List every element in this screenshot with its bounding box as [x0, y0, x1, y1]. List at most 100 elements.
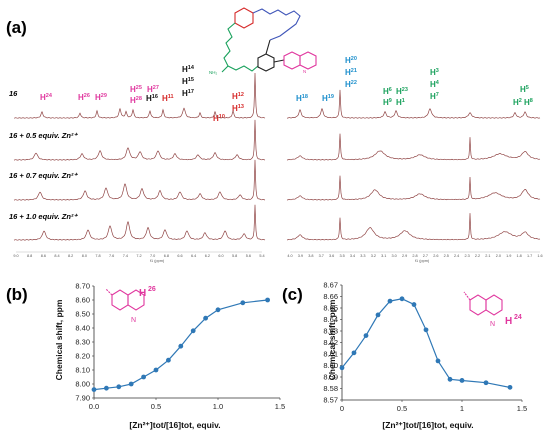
chart-b-ytick-label: 8.60	[75, 296, 90, 305]
spectrum-left-0	[13, 72, 266, 119]
red-ring	[234, 7, 254, 29]
green-chain-1	[221, 22, 236, 73]
quinoline-n-atom: N	[303, 69, 306, 74]
spectrum-right-0	[287, 89, 541, 119]
chart-c-ytick-label: 8.61	[323, 350, 338, 359]
trace-label-1.0: 16 + 1.0 equiv. Zn²⁺	[9, 212, 78, 221]
ppm-right-tick: 3.5	[339, 254, 344, 258]
ppm-right-tick: 2.5	[444, 254, 449, 258]
chart-b-point	[240, 300, 246, 306]
proton-label-h15: H15	[182, 77, 194, 86]
chart-c-xtick-label: 0	[340, 404, 344, 413]
ppm-left-tick: 6.6	[177, 254, 182, 258]
chart-b-ytick-label: 8.40	[75, 324, 90, 333]
chart-c-point	[435, 358, 441, 364]
chart-b-ytick-label: 8.50	[75, 310, 90, 319]
ppm-right-tick: 3.7	[319, 254, 324, 258]
proton-label-h13: H13	[232, 104, 244, 113]
nh2-atom: NH₂	[209, 70, 217, 75]
linker-2	[265, 39, 271, 55]
chart-c-point	[375, 312, 381, 318]
spectra-left-region	[13, 72, 266, 241]
chart-c-xlabel: [Zn²⁺]tot/[16]tot, equiv.	[382, 420, 473, 430]
proton-label-h17: H17	[182, 89, 194, 98]
chart-c-point	[507, 384, 513, 390]
chart-c-ytick-label: 8.65	[323, 304, 338, 313]
proton-label-h20: H20	[345, 56, 357, 65]
chart-c-point	[339, 365, 345, 371]
chart-b-xtick-label: 0.0	[89, 402, 99, 411]
ppm-left-tick: 5.6	[246, 254, 251, 258]
chart-b-ytick-label: 7.90	[75, 394, 90, 403]
ppm-right-tick: 3.3	[360, 254, 365, 258]
chart-c-ytick-label: 8.58	[323, 384, 338, 393]
ppm-right-tick: 1.6	[537, 254, 542, 258]
proton-label-h14: H14	[182, 65, 195, 74]
chart-c-point	[399, 296, 405, 302]
ppm-left-tick: 5.8	[232, 254, 237, 258]
proton-label-h2: H2	[513, 98, 522, 107]
inset-quinoline-b	[105, 288, 145, 311]
ppm-unit-left: f1 (ppm)	[150, 259, 165, 263]
ppm-right-tick: 2.7	[423, 254, 428, 258]
green-chain-2	[227, 65, 259, 72]
proton-label-h8: H8	[524, 98, 533, 107]
ppm-right-tick: 1.8	[517, 254, 522, 258]
panel-c: (c) 8.57 8.58 8.59 8.60 8.61 8.62 8.63 8.64 8.65…	[282, 281, 527, 431]
proton-label-h25: H25	[130, 85, 142, 94]
chart-b-ylabel: Chemical shift, ppm	[54, 299, 64, 380]
proton-label-h19: H19	[322, 94, 334, 103]
panel-c-tag: (c)	[282, 285, 303, 304]
ppm-right-tick: 2.6	[433, 254, 438, 258]
spectrum-right-2	[286, 175, 541, 201]
spectrum-left-3	[13, 204, 266, 241]
inset-quinoline-c	[463, 291, 503, 316]
ppm-left-tick: 6.2	[205, 254, 210, 258]
chart-b-ytick-label: 8.30	[75, 338, 90, 347]
proton-label-h9: H9	[383, 98, 392, 107]
proton-label-h16: H16	[146, 94, 158, 103]
chart-c-ytick-label: 8.60	[323, 361, 338, 370]
chart-b-point	[128, 381, 134, 387]
chart-c-ylabel: Chemical shift, ppm	[327, 299, 337, 380]
chart-c-point	[351, 350, 357, 356]
ppm-left-tick: 6.0	[218, 254, 223, 258]
chart-c-ytick-label: 8.64	[323, 315, 338, 324]
molecule-structure	[221, 7, 317, 73]
spectra-right-region	[286, 89, 541, 241]
pink-ring-1	[283, 51, 301, 70]
proton-label-h21: H21	[345, 68, 357, 77]
chart-b-point	[203, 315, 209, 321]
spectrum-right-3	[287, 213, 541, 241]
ppm-right-tick: 2.3	[464, 254, 469, 258]
chart-c-ytick-label: 8.62	[323, 338, 338, 347]
chart-b-point	[265, 297, 270, 303]
chart-b-ytick-label: 8.10	[75, 366, 90, 375]
chart-b-point	[166, 357, 171, 363]
proton-label-h6: H6	[383, 87, 392, 96]
chart-b-ytick-label: 8.00	[75, 380, 90, 389]
ppm-left-tick: 7.2	[136, 254, 141, 258]
ppm-right-tick: 3.0	[392, 254, 397, 258]
pink-ring-2	[299, 51, 317, 70]
trace-label-16: 16	[9, 89, 18, 98]
inset-b-n: N	[131, 317, 136, 324]
ppm-right-tick: 1.9	[506, 254, 511, 258]
proton-label-h4: H4	[430, 80, 440, 89]
ppm-right-tick: 2.1	[485, 254, 490, 258]
inset-c-sup: 24	[514, 314, 522, 321]
proton-label-h5: H5	[520, 85, 529, 94]
ppm-right-tick: 3.1	[381, 254, 386, 258]
ppm-left-tick: 9.0	[13, 254, 18, 258]
chart-c-ytick-label: 8.63	[323, 327, 338, 336]
chart-c-xtick-label: 1.5	[517, 404, 527, 413]
linker	[273, 59, 285, 63]
proton-label-h18: H18	[296, 94, 308, 103]
ppm-axis-left: 9.0 8.8 8.6 8.4 8.2 8.0 7.8 7.6 7.4 7.2 7.0 6.8 6.6 6…	[13, 251, 265, 258]
chart-c: 8.57 8.58 8.59 8.60 8.61 8.62 8.63 8.64 8.65 8.66…	[323, 281, 527, 414]
trace-label-0.7: 16 + 0.7 equiv. Zn²⁺	[9, 171, 78, 180]
ppm-left-tick: 8.2	[68, 254, 73, 258]
ppm-left-tick: 8.0	[82, 254, 87, 258]
proton-label-h28: H28	[130, 96, 142, 105]
